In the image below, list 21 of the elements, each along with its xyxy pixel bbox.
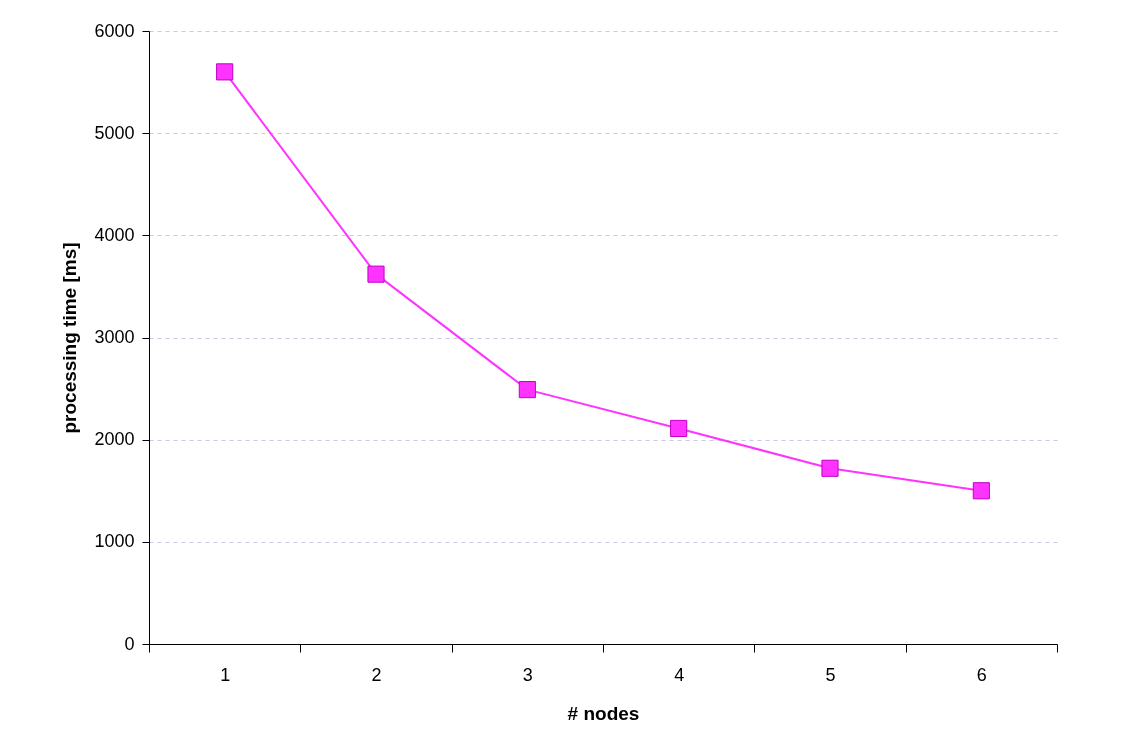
x-tick-label: 4 bbox=[674, 664, 685, 685]
point bbox=[821, 459, 839, 477]
point bbox=[670, 419, 688, 437]
x-tick-label: 1 bbox=[220, 664, 231, 685]
point bbox=[972, 482, 990, 500]
y-tick-label: 3000 bbox=[94, 327, 135, 347]
y-tick-label: 4000 bbox=[94, 224, 135, 245]
x-tick-label: 5 bbox=[825, 664, 836, 685]
point bbox=[518, 381, 536, 399]
y-tick-label: 2000 bbox=[94, 429, 135, 450]
point bbox=[216, 63, 234, 81]
x-tick-label: 6 bbox=[976, 664, 987, 685]
x-axis-title: # nodes bbox=[567, 702, 640, 724]
point bbox=[367, 265, 385, 283]
y-axis-title: processing time [ms] bbox=[59, 242, 81, 434]
y-tick-label: 1000 bbox=[94, 531, 135, 552]
x-tick-label: 3 bbox=[522, 664, 533, 685]
x-tick-label: 2 bbox=[371, 664, 382, 685]
y-tick-label: 5000 bbox=[94, 122, 135, 143]
y-tick-label: 0 bbox=[124, 633, 135, 654]
y-tick-label: 6000 bbox=[94, 20, 135, 41]
